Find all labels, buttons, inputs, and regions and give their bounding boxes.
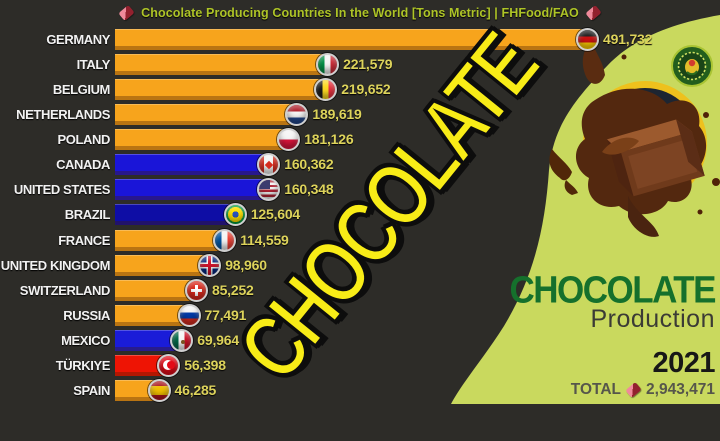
country-label: UNITED KINGDOM [0,257,111,273]
table-row: UNITED STATES 160,348 [0,177,720,202]
gb-flag-icon [198,253,222,277]
table-row: SPAIN 46,285 [0,378,720,403]
table-row: POLAND 181,126 [0,127,720,152]
total-label: TOTAL [570,381,622,398]
table-row: BRAZIL 125,604 [0,202,720,227]
country-label: ITALY [76,57,111,73]
bar [115,129,290,151]
table-row: MEXICO 69,964 [0,328,720,353]
mx-flag-icon [170,328,194,352]
bar [115,254,211,276]
bar [115,154,270,176]
background-art [451,15,720,404]
country-label: UNITED STATES [13,182,111,198]
es-flag-icon [147,378,171,402]
value-label: 181,126 [304,131,354,148]
table-row: ITALY 221,579 [0,52,720,77]
panel-heading: CHOCOLATE [509,268,716,311]
table-row: GERMANY 491,732 [0,27,720,52]
tr-flag-icon [157,353,181,377]
country-label: RUSSIA [63,307,110,323]
chocolate-candy-icon [585,4,602,22]
nl-flag-icon [285,103,309,127]
value-label: 125,604 [250,206,301,223]
chocolate-splash-image [549,35,720,237]
video-title-bar: Chocolate Producing Countries In the Wor… [0,0,720,26]
table-row: RUSSIA 77,491 [0,303,720,328]
fr-flag-icon [213,228,237,252]
chocolate-candy-icon [118,4,135,22]
value-label: 56,398 [184,356,226,373]
country-label: FRANCE [58,232,110,248]
table-row: SWITZERLAND 85,252 [0,278,720,303]
value-label: 85,252 [212,281,254,298]
page-title: Chocolate Producing Countries In the Wor… [141,6,579,20]
bar [115,329,183,351]
table-row: NETHERLANDS 189,619 [0,102,720,127]
bar [115,354,170,376]
pl-flag-icon [277,128,301,152]
value-label: 46,285 [174,381,217,398]
country-label: SWITZERLAND [19,282,111,298]
value-label: 114,559 [240,231,289,248]
year-label: 2021 [652,347,715,379]
country-label: BELGIUM [52,82,111,98]
value-label: 160,362 [284,156,334,173]
chocolate-candy-icon [625,381,642,398]
ca-flag-icon [257,153,281,177]
value-label: 221,579 [343,56,393,73]
value-label: 491,732 [603,31,653,47]
country-label: TÜRKIYE [55,357,111,373]
bar-rows: GERMANY 491,732 ITALY 221,579 BELGIUM 21… [0,27,720,404]
country-label: GERMANY [46,32,110,47]
bar [115,179,270,201]
country-label: POLAND [57,132,111,148]
de-flag-icon [576,28,599,51]
value-label: 77,491 [204,306,247,323]
channel-logo-badge [671,45,713,87]
bar [115,29,588,50]
country-label: BRAZIL [64,207,111,223]
value-label: 160,348 [284,181,334,198]
country-label: NETHERLANDS [16,107,110,123]
value-label: 189,619 [312,106,362,123]
panel-subheading: Production [590,305,715,333]
it-flag-icon [316,53,340,77]
value-label: 98,960 [225,256,267,273]
total-value: 2,943,471 [646,381,715,398]
country-label: CANADA [56,157,110,173]
bar [115,79,327,101]
be-flag-icon [314,78,338,102]
bar [115,279,197,301]
table-row: FRANCE 114,559 [0,228,720,253]
value-label: 219,652 [341,81,391,98]
table-row: BELGIUM 219,652 [0,77,720,102]
bar [115,204,236,226]
table-row: CANADA 160,362 [0,152,720,177]
bar [115,104,298,126]
ch-flag-icon [185,278,208,302]
table-row: TÜRKIYE 56,398 [0,353,720,378]
bar [115,229,226,251]
table-row: UNITED KINGDOM 98,960 [0,253,720,278]
br-flag-icon [223,203,247,227]
bar [115,304,190,326]
country-label: MEXICO [61,332,110,348]
us-flag-icon [257,178,281,202]
total-line: TOTAL 2,943,471 [509,381,715,398]
bar [115,54,329,76]
ru-flag-icon [177,303,201,327]
country-label: SPAIN [73,382,110,398]
value-label: 69,964 [197,331,239,348]
side-panel: CHOCOLATE Production 2021 TOTAL 2,943,47… [509,268,716,398]
